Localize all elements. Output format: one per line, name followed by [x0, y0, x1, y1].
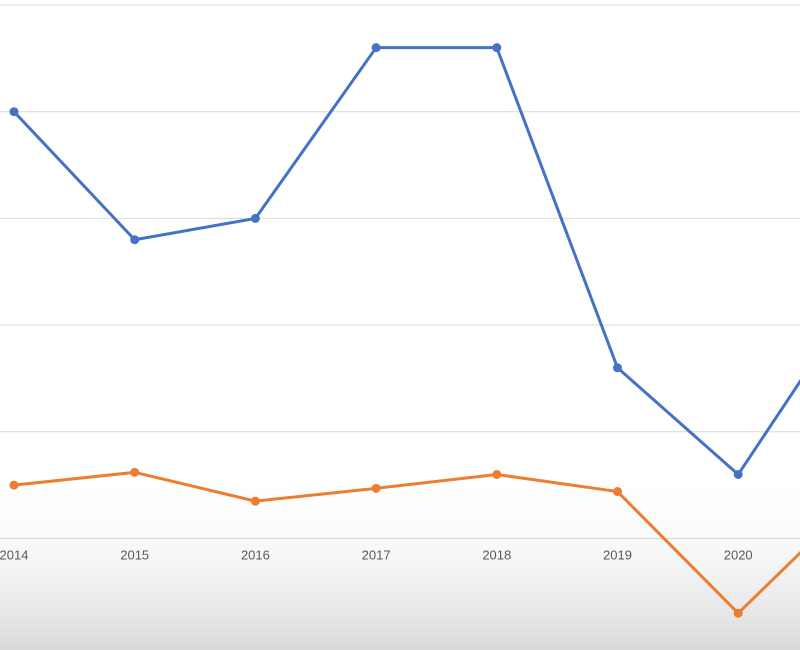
- x-tick-label: 2014: [0, 548, 28, 563]
- series-2-point: [492, 469, 502, 479]
- series-2-point: [250, 496, 260, 506]
- series-2-point: [733, 608, 743, 618]
- series-2-line: [13, 470, 800, 615]
- x-tick-label: 2018: [482, 548, 511, 563]
- bottom-shading: [0, 470, 800, 650]
- x-tick-label: 2019: [603, 548, 632, 563]
- series-1-point: [371, 43, 381, 53]
- series-1-point: [250, 213, 260, 223]
- x-tick-label: 2016: [241, 548, 270, 563]
- series-1-point: [733, 469, 743, 479]
- series-group: [9, 43, 800, 618]
- x-tick-label: 2017: [362, 548, 391, 563]
- series-2-point: [130, 467, 140, 477]
- series-1-point: [492, 43, 502, 53]
- series-1-point: [9, 107, 19, 117]
- x-tick-label: 2015: [120, 548, 149, 563]
- series-1-line: [12, 46, 800, 476]
- series-1-point: [130, 235, 140, 245]
- series-1-point: [613, 363, 622, 373]
- series-2-point: [371, 483, 381, 493]
- series-2-point: [613, 487, 622, 497]
- gridlines: [0, 4, 800, 646]
- x-tick-label: 2020: [724, 548, 753, 563]
- series-2-point: [9, 480, 19, 490]
- x-axis-ticks: 2014 2015 2016 2017 2018 2019 2020: [0, 548, 753, 563]
